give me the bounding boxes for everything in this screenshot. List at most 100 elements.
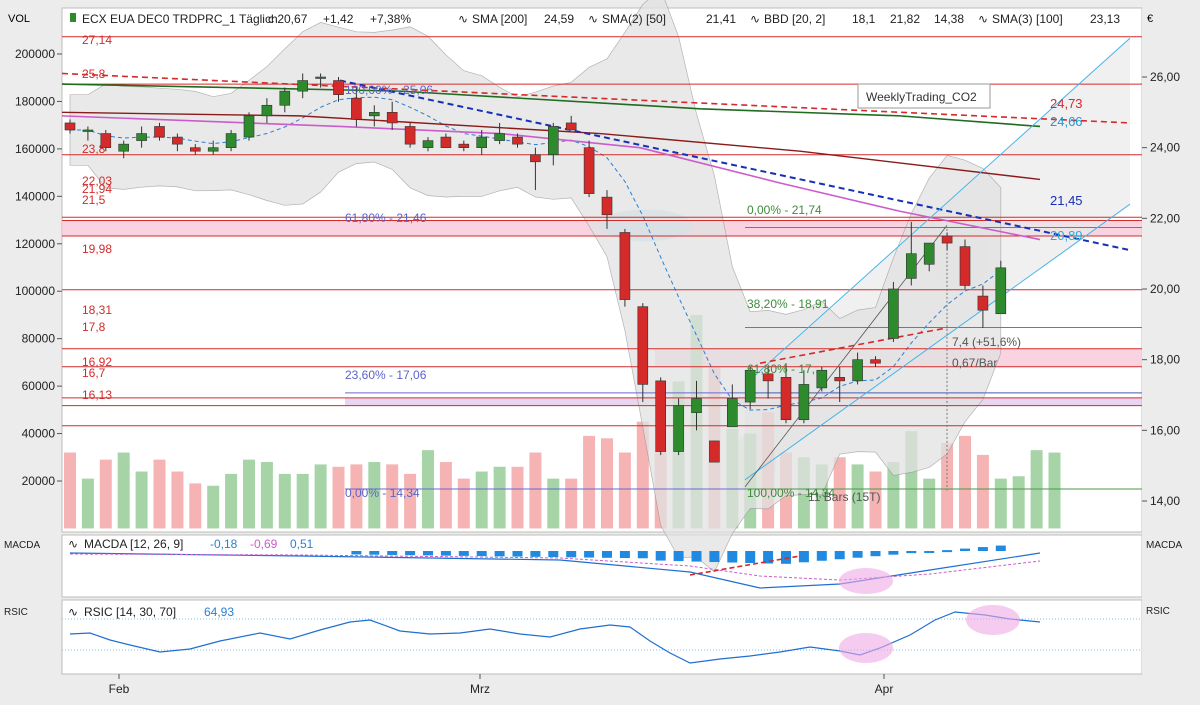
fib-label-0-right: 0,00% - 21,74 [747, 203, 822, 217]
candle-body [207, 147, 219, 152]
volume-bar [439, 462, 452, 529]
vol-tick-label: 120000 [15, 237, 55, 251]
date-tick-label: Feb [109, 682, 130, 696]
macd-histogram-bar [942, 550, 953, 553]
macd-line [69, 552, 1041, 589]
fib-label-0-left: 0,00% - 14,34 [345, 486, 420, 500]
sma200-line [61, 83, 1041, 128]
candle-body [870, 359, 881, 364]
level-label-215: 21,5 [82, 193, 106, 207]
level-label-178: 17,8 [82, 320, 106, 334]
level-label-238: 23,8 [82, 142, 106, 156]
fib-label-382: 38,20% - 18,91 [747, 297, 829, 311]
volume-bar [314, 464, 327, 529]
level-label-1692: 16,92 [82, 355, 112, 369]
level-label-1831: 18,31 [82, 303, 112, 317]
macd-value-3: 0,51 [290, 537, 314, 551]
bollinger-middle [70, 96, 1002, 411]
macd-icon: ∿ [68, 537, 78, 551]
candle-body [422, 140, 434, 148]
price-tick-label: 20,00 [1150, 282, 1180, 296]
candle-body [583, 147, 595, 194]
level-label-1613: 16,13 [82, 388, 112, 402]
macd-histogram-bar [619, 551, 630, 559]
macd-histogram-bar [798, 551, 809, 563]
candle-body [655, 380, 667, 452]
vol-axis-title: VOL [8, 13, 30, 25]
rsi-right-label: RSIC [1146, 606, 1170, 617]
macd-histogram-bar [369, 551, 380, 555]
vol-tick-label: 20000 [22, 474, 56, 488]
candle-body [261, 104, 273, 117]
candle-body [888, 288, 899, 339]
candle-body [744, 369, 756, 403]
volume-bar [457, 478, 470, 529]
volume-bar [887, 462, 900, 529]
volume-bar [296, 473, 309, 529]
volume-bar [529, 452, 542, 529]
volume-bar [171, 471, 184, 529]
volume-bar [601, 438, 613, 529]
level-label-2194: 21,94 [82, 182, 112, 196]
candle-body [547, 126, 559, 156]
volume-bar [332, 466, 345, 529]
vol-tick-label: 100000 [15, 284, 55, 298]
level-label-2714: 27,14 [82, 33, 112, 47]
macd-histogram-bar [637, 551, 648, 559]
macd-histogram-bar [512, 551, 523, 557]
macd-histogram-bar [691, 551, 702, 562]
sma100-icon: ∿ [978, 12, 988, 26]
volume-bar [976, 454, 989, 529]
candle-body [798, 384, 810, 421]
sma50-label: SMA(2) [50] [602, 12, 666, 26]
date-tick-label: Mrz [470, 682, 490, 696]
right-label-2145: 21,45 [1050, 193, 1083, 208]
fibonacci-lines [345, 227, 1142, 491]
candle-body [834, 377, 846, 382]
price-tick-label: 22,00 [1150, 211, 1180, 225]
candle-body [977, 295, 989, 311]
macd-panel[interactable] [61, 534, 1143, 598]
candle-body [351, 97, 362, 120]
macd-histogram-bar [530, 551, 541, 557]
candle-body [691, 398, 702, 413]
price-tick-label: 24,00 [1150, 141, 1180, 155]
sma50-line [61, 115, 1041, 241]
candle-body [995, 267, 1007, 315]
volume-bar [260, 462, 273, 529]
long-downtrend-line [61, 72, 1131, 124]
vol-tick-label: 40000 [22, 427, 56, 441]
watermark-box [857, 83, 991, 109]
macd-histogram-bar [566, 551, 577, 558]
fib-label-100-top: 100,00% - 25,06 [345, 83, 433, 97]
rsi-series [62, 605, 1142, 664]
macd-divergence-line [689, 555, 801, 576]
macd-histogram-bar [852, 551, 863, 558]
volume-bar [99, 459, 112, 529]
bars-annotation: 11 Bars (15T) [808, 490, 880, 504]
volume-bar [565, 478, 578, 529]
macd-highlight [839, 568, 893, 594]
short-uptrend-line [759, 327, 948, 364]
fib-label-618: 61,80% - 21,46 [345, 211, 427, 225]
candle-body [404, 126, 416, 145]
instrument-title: ECX EUA DEC0 TRDPRC_1 Täglich [82, 12, 278, 26]
change-percent: +7,38% [370, 12, 411, 26]
volume-bar [851, 464, 864, 529]
macd-histogram-bar [440, 551, 451, 556]
volume-bar [243, 459, 255, 529]
candle-body [154, 126, 165, 138]
volume-bar [994, 478, 1007, 529]
change-value: +1,42 [323, 12, 354, 26]
price-tick-label: 26,00 [1150, 70, 1180, 84]
bbd-label: BBD [20, 2] [764, 12, 825, 26]
macd-series [69, 545, 1041, 594]
candle-body [959, 246, 971, 286]
candle-body [190, 147, 201, 152]
candle-body [565, 122, 577, 131]
macd-histogram-bar [834, 551, 845, 560]
candle-body [100, 133, 112, 148]
candle-body [726, 398, 738, 428]
